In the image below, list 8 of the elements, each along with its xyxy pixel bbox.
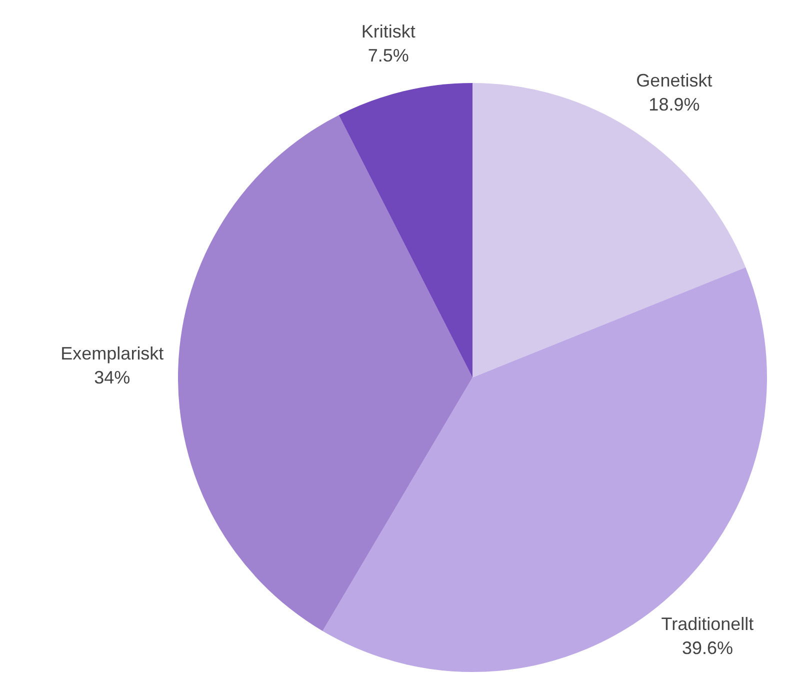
data-label: 34% [94, 368, 130, 388]
slice-label: Exemplariskt [60, 344, 164, 364]
data-label: 18.9% [648, 94, 700, 115]
slice-label: Traditionellt [661, 614, 754, 634]
data-label: 39.6% [682, 638, 734, 658]
slice-label: Genetiskt [636, 70, 712, 91]
data-label: 7.5% [368, 45, 409, 66]
slice-label: Kritiskt [361, 21, 416, 42]
